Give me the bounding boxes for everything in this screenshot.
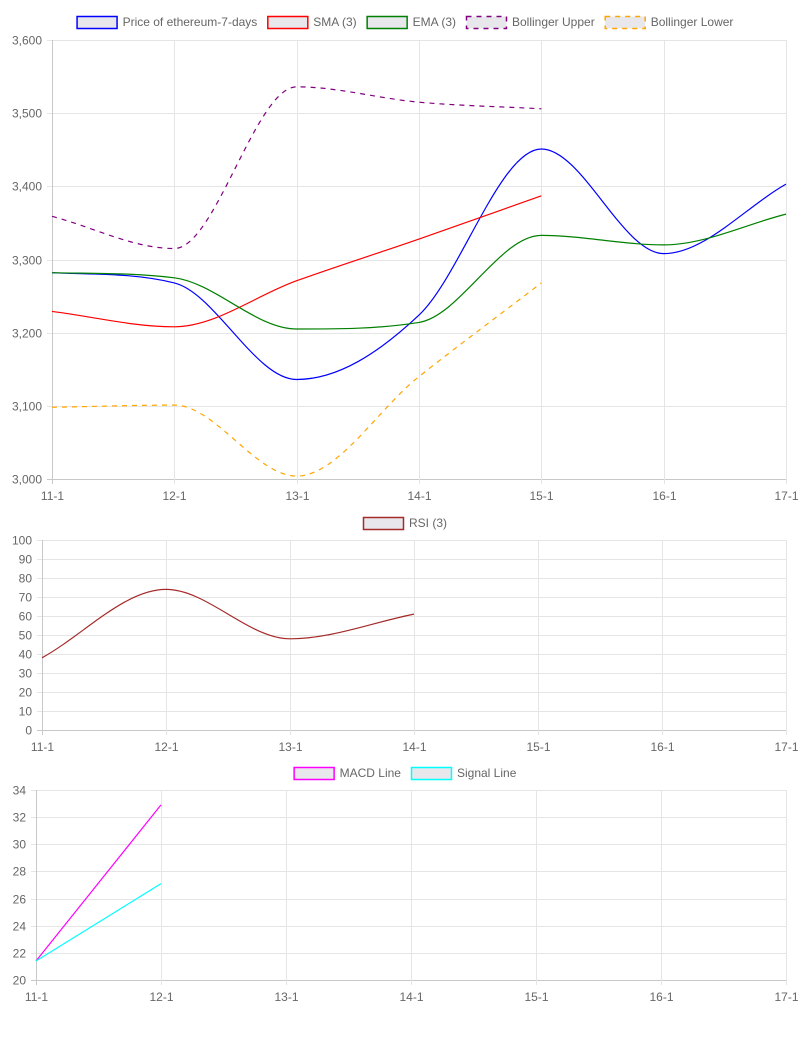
y-tick-label: 30 xyxy=(19,667,33,681)
legend-label: Bollinger Upper xyxy=(512,15,595,29)
legend-swatch xyxy=(604,15,646,30)
legend-item[interactable]: Bollinger Upper xyxy=(465,15,595,30)
y-tick-label: 70 xyxy=(19,591,33,605)
legend-label: RSI (3) xyxy=(409,516,447,530)
legend-swatch xyxy=(366,15,408,30)
x-tick-label: 11-1 xyxy=(41,489,64,503)
macd-chart: 20 22 24 26 28 30 32 34 11-1 12-1 13-1 14-1 15-1 16-1… xyxy=(13,766,799,1004)
grid xyxy=(37,540,787,735)
y-tick-label: 10 xyxy=(19,705,33,719)
legend-swatch xyxy=(410,766,453,781)
x-tick-label: 14-1 xyxy=(399,990,423,1004)
legend: MACD Line Signal Line xyxy=(293,766,517,781)
x-tick-label: 16-1 xyxy=(649,990,673,1004)
x-tick-label: 17-1 xyxy=(774,990,798,1004)
legend-item[interactable]: Price of ethereum-7-days xyxy=(76,15,258,30)
y-tick-label: 100 xyxy=(12,534,32,548)
x-tick-label: 16-1 xyxy=(650,740,674,754)
x-tick-label: 15-1 xyxy=(524,990,548,1004)
series-line xyxy=(51,195,542,328)
y-tick-label: 20 xyxy=(13,974,27,988)
grid xyxy=(31,790,787,985)
legend-label: MACD Line xyxy=(340,766,402,780)
legend-swatch xyxy=(293,766,335,781)
legend-label: SMA (3) xyxy=(313,15,356,29)
legend-swatch xyxy=(76,15,118,30)
y-tick-label: 3,500 xyxy=(12,107,42,121)
y-tick-label: 28 xyxy=(13,865,27,879)
series-line xyxy=(51,86,542,250)
x-tick-label: 13-1 xyxy=(285,489,309,503)
x-tick-label: 16-1 xyxy=(652,489,676,503)
x-tick-label: 17-1 xyxy=(774,489,798,503)
y-tick-label: 20 xyxy=(19,686,33,700)
legend-label: Bollinger Lower xyxy=(651,15,734,29)
y-tick-label: 3,400 xyxy=(12,180,42,194)
grid xyxy=(47,40,787,484)
legend-item[interactable]: MACD Line xyxy=(293,766,402,781)
legend: Price of ethereum-7-days SMA (3) EMA (3) Bo… xyxy=(76,15,734,30)
x-tick-label: 12-1 xyxy=(149,990,173,1004)
y-tick-label: 24 xyxy=(13,920,27,934)
legend-swatch xyxy=(362,516,405,531)
legend-swatch xyxy=(267,15,309,30)
x-tick-label: 14-1 xyxy=(407,489,431,503)
price-chart: 3,000 3,100 3,200 3,300 3,400 3,500 3,600 11-1 1… xyxy=(12,15,799,503)
y-tick-label: 3,200 xyxy=(12,327,42,341)
legend-label: Signal Line xyxy=(457,766,517,780)
x-tick-label: 17-1 xyxy=(774,740,798,754)
y-tick-label: 40 xyxy=(19,648,33,662)
y-tick-label: 60 xyxy=(19,610,33,624)
legend-item[interactable]: Signal Line xyxy=(410,766,517,781)
y-tick-label: 90 xyxy=(19,553,33,567)
series-line xyxy=(51,148,787,381)
legend-item[interactable]: RSI (3) xyxy=(362,516,447,531)
y-tick-label: 50 xyxy=(19,629,33,643)
x-tick-label: 14-1 xyxy=(402,740,426,754)
series-line xyxy=(41,588,415,659)
y-tick-label: 3,000 xyxy=(12,473,42,487)
y-tick-label: 3,100 xyxy=(12,400,42,414)
series-line xyxy=(51,213,787,330)
x-tick-label: 15-1 xyxy=(526,740,550,754)
legend-label: EMA (3) xyxy=(413,15,456,29)
x-tick-label: 12-1 xyxy=(162,489,186,503)
series-line xyxy=(51,282,542,477)
series-line xyxy=(35,883,162,962)
y-tick-label: 26 xyxy=(13,893,27,907)
y-tick-label: 80 xyxy=(19,572,33,586)
series-line xyxy=(35,804,162,962)
y-tick-label: 34 xyxy=(13,784,27,798)
legend-item[interactable]: EMA (3) xyxy=(366,15,456,30)
y-tick-label: 3,300 xyxy=(12,254,42,268)
legend-item[interactable]: SMA (3) xyxy=(267,15,357,30)
y-tick-label: 3,600 xyxy=(12,34,42,48)
x-tick-label: 11-1 xyxy=(31,740,54,754)
x-tick-label: 12-1 xyxy=(154,740,178,754)
x-tick-label: 11-1 xyxy=(25,990,48,1004)
y-tick-label: 0 xyxy=(25,724,32,738)
y-tick-label: 22 xyxy=(13,947,27,961)
legend-label: Price of ethereum-7-days xyxy=(123,15,258,29)
y-tick-label: 32 xyxy=(13,811,27,825)
x-tick-label: 15-1 xyxy=(529,489,553,503)
legend-item[interactable]: Bollinger Lower xyxy=(604,15,734,30)
x-tick-label: 13-1 xyxy=(274,990,298,1004)
legend: RSI (3) xyxy=(362,516,447,531)
rsi-chart: 0 10 20 30 40 50 60 70 80 90 100 11-1 12-1 13-1 14-1 15… xyxy=(12,516,799,754)
x-tick-label: 13-1 xyxy=(278,740,302,754)
legend-swatch xyxy=(465,15,508,30)
y-tick-label: 30 xyxy=(13,838,27,852)
